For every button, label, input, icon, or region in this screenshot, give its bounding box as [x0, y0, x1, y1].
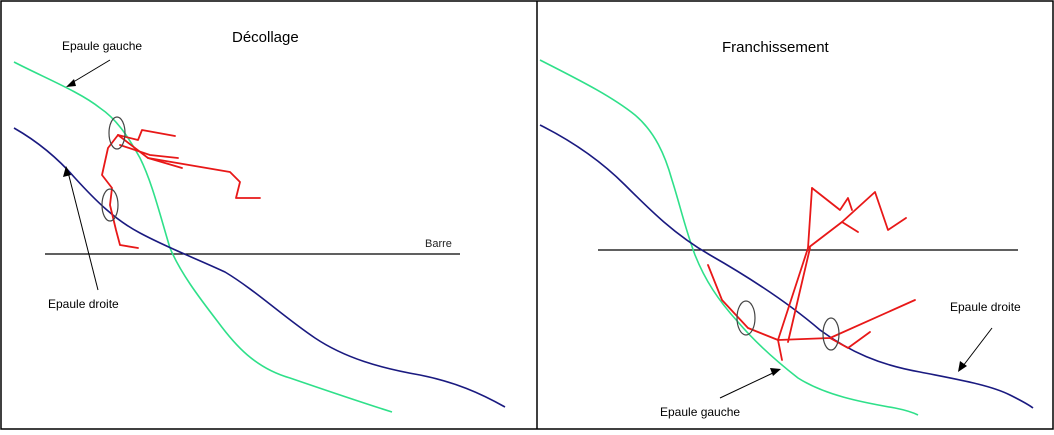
arrow-right-shoulder	[67, 171, 99, 291]
label-right-shoulder-2: Epaule droite	[950, 300, 1021, 314]
bar-label: Barre	[425, 238, 452, 250]
stick-figure-decollage	[101, 129, 261, 249]
panel-title-decollage: Décollage	[232, 29, 299, 46]
arrow-left-shoulder-2	[719, 371, 776, 399]
marker-right-shoulder	[101, 188, 119, 222]
panel-franchissement: Franchissement Epaule droite Epaule gauc…	[539, 39, 1034, 419]
left-shoulder-trace-2	[539, 59, 919, 416]
right-shoulder-trace	[13, 127, 506, 408]
panel-title-franchissement: Franchissement	[722, 39, 830, 56]
arrowhead-left-shoulder	[66, 79, 76, 87]
marker-left-shoulder	[108, 116, 126, 150]
marker-right-shoulder-2	[822, 317, 840, 351]
arrowhead-left-shoulder-2	[770, 368, 781, 376]
arrowhead-right-shoulder-2	[958, 361, 967, 372]
label-right-shoulder: Epaule droite	[48, 297, 119, 311]
marker-left-shoulder-2	[736, 300, 756, 336]
panel-decollage: Décollage Barre Epaule gauche Epaule dro…	[13, 29, 506, 413]
label-left-shoulder: Epaule gauche	[62, 39, 142, 53]
arrow-right-shoulder-2	[962, 327, 993, 367]
arrowhead-right-shoulder	[63, 166, 71, 177]
stick-figure-franchissement	[707, 187, 916, 361]
arrow-left-shoulder	[69, 59, 111, 85]
left-shoulder-trace	[13, 61, 393, 413]
label-left-shoulder-2: Epaule gauche	[660, 405, 740, 419]
right-shoulder-trace-2	[539, 124, 1034, 409]
